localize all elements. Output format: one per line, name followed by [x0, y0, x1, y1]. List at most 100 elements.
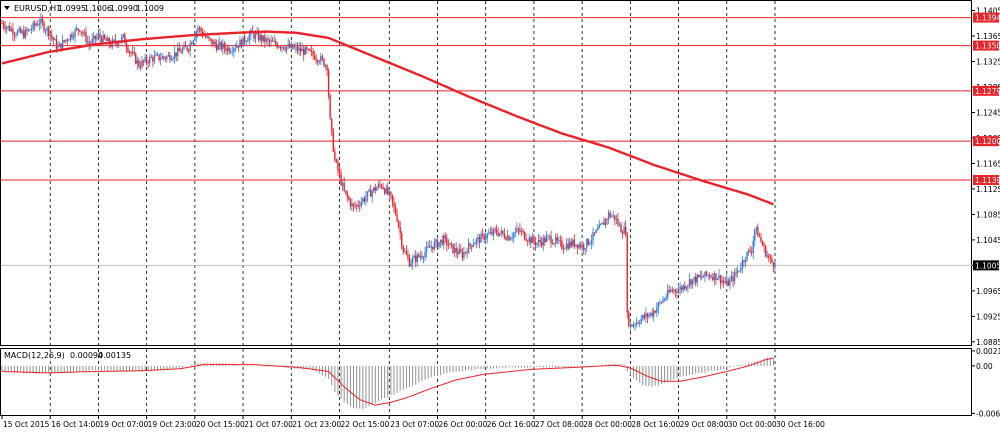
- candle-body: [743, 260, 745, 263]
- candle-body: [603, 222, 605, 225]
- candle-body: [187, 49, 190, 51]
- candle-body: [726, 280, 728, 284]
- x-tick-label: 29 Oct 08:00: [680, 420, 729, 429]
- y-tick-label: 1.1325: [976, 58, 1000, 67]
- y-tick-label: 1.1245: [976, 108, 1000, 117]
- candle-body: [292, 44, 294, 49]
- candle-body: [494, 229, 496, 231]
- candle-body: [354, 206, 356, 208]
- level-labels: 1.1394 1.1350 1.1279 1.1200 1.1139 1.1005: [973, 12, 1000, 271]
- candle-body: [446, 237, 448, 246]
- horizontal-levels[interactable]: [1, 17, 972, 266]
- candle-body: [404, 251, 406, 253]
- candle-body: [153, 55, 156, 62]
- candle-body: [19, 28, 22, 33]
- candle-body: [485, 238, 487, 240]
- candle-body: [572, 239, 574, 246]
- candle-body: [713, 273, 716, 280]
- candle-body: [329, 95, 331, 119]
- level-price-label: 1.1350: [975, 42, 1000, 51]
- candle-body: [405, 251, 408, 255]
- candle-body: [393, 201, 395, 207]
- candle-body: [648, 314, 650, 317]
- ohlc-high: 1.1006: [84, 4, 112, 13]
- candle-body: [694, 276, 697, 283]
- candle-body: [600, 224, 602, 225]
- candle-body: [684, 285, 686, 289]
- candle-body: [83, 32, 86, 34]
- candle-body: [341, 182, 344, 186]
- candle-body: [138, 60, 140, 67]
- candle-body: [596, 228, 599, 231]
- candle-body: [744, 259, 747, 263]
- candle-body: [640, 318, 642, 323]
- candle-body: [419, 256, 422, 257]
- candle-body: [161, 56, 163, 59]
- candle-body: [581, 244, 583, 248]
- candle-body: [764, 246, 767, 257]
- candle-body: [439, 239, 442, 243]
- candle-body: [402, 245, 404, 252]
- candle-body: [754, 229, 756, 241]
- candle-body: [142, 60, 145, 62]
- candlestick-series: [1, 13, 776, 332]
- candle-body: [732, 276, 734, 282]
- candle-body: [315, 59, 317, 61]
- candle-body: [345, 190, 347, 193]
- candle-body: [489, 231, 492, 234]
- candle-body: [91, 38, 93, 44]
- candle-body: [621, 232, 624, 234]
- candle-body: [562, 248, 565, 250]
- candle-body: [735, 272, 737, 274]
- candle-body: [502, 230, 504, 234]
- x-tick-label: 16 Oct 14:00: [51, 420, 100, 429]
- candle-body: [548, 235, 551, 237]
- candle-body: [702, 276, 705, 278]
- candle-body: [362, 198, 364, 202]
- candle-body: [486, 234, 488, 239]
- dropdown-arrow-icon[interactable]: [4, 6, 10, 10]
- candle-body: [136, 60, 139, 64]
- candle-body: [52, 37, 55, 41]
- candle-body: [61, 40, 64, 49]
- candle-body: [424, 251, 426, 258]
- candle-body: [156, 54, 159, 56]
- candle-body: [58, 43, 61, 47]
- macd-signal-line: [1, 357, 774, 406]
- candle-body: [290, 44, 292, 48]
- x-tick-label: 28 Oct 16:00: [631, 420, 680, 429]
- candle-body: [772, 262, 775, 268]
- candle-body: [23, 31, 25, 38]
- candle-body: [10, 28, 13, 31]
- candle-body: [556, 237, 558, 241]
- candle-body: [284, 48, 286, 51]
- candle-body: [163, 56, 165, 58]
- candle-body: [704, 271, 706, 277]
- candle-body: [758, 236, 761, 238]
- candle-body: [128, 51, 131, 53]
- candle-body: [652, 311, 655, 317]
- y-tick-label: 1.0925: [976, 312, 1000, 321]
- candle-body: [366, 191, 369, 198]
- candle-body: [425, 246, 428, 252]
- level-price-label: 1.1139: [975, 176, 1000, 185]
- candle-body: [12, 28, 14, 35]
- candle-body: [309, 49, 311, 51]
- candle-body: [626, 234, 628, 313]
- candle-body: [649, 312, 652, 315]
- candle-body: [635, 322, 638, 325]
- candle-body: [749, 250, 751, 252]
- candle-body: [727, 280, 730, 286]
- candle-body: [147, 62, 149, 64]
- candle-body: [60, 43, 62, 49]
- candle-body: [590, 240, 593, 244]
- candle-body: [528, 237, 530, 242]
- candle-body: [37, 24, 39, 26]
- candle-body: [736, 270, 739, 274]
- candle-body: [598, 224, 600, 229]
- candle-body: [145, 57, 148, 63]
- candle-body: [66, 39, 69, 41]
- candle-body: [125, 43, 128, 48]
